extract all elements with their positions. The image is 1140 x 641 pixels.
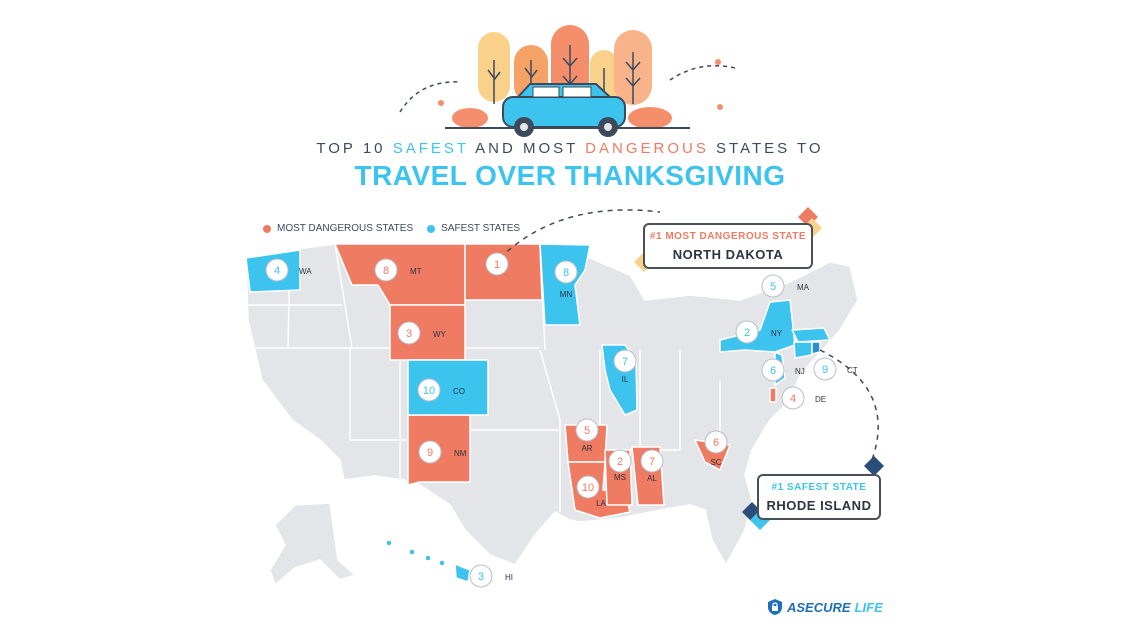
state-hi: [385, 539, 471, 583]
rank-number-safest-il: 7: [622, 356, 628, 368]
shield-lock-icon: [768, 599, 782, 615]
rank-marker-dangerous-de: [781, 386, 805, 410]
state-label-de: DE: [815, 395, 826, 404]
rank-marker-dangerous-ms: [608, 449, 632, 473]
state-label-wa: WA: [299, 267, 312, 276]
legend-dangerous-label: MOST DANGEROUS STATES: [277, 223, 414, 234]
rank-marker-dangerous-ar: [575, 418, 599, 442]
rank-marker-dangerous-la: [576, 475, 600, 499]
rank-number-safest-mn: 8: [563, 267, 569, 279]
legend-dangerous: MOST DANGEROUS STATES: [263, 223, 413, 234]
rank-number-dangerous-ar: 5: [584, 425, 590, 437]
rank-marker-safest-nj: [761, 358, 785, 382]
rank-number-dangerous-sc: 6: [713, 437, 719, 449]
rank-marker-safest-il: [613, 349, 637, 373]
dangerous-connector: [499, 209, 661, 259]
legend-safe-label: SAFEST STATES: [441, 223, 521, 234]
safe-connector: [819, 349, 879, 466]
callout-most-dangerous: #1 MOST DANGEROUS STATE NORTH DAKOTA: [643, 223, 813, 269]
subtitle-safest: SAFEST: [392, 140, 469, 157]
callout-dangerous-rank: #1 MOST DANGEROUS STATE: [649, 231, 807, 242]
state-label-ct: CT: [847, 366, 858, 375]
subtitle-prefix: TOP 10: [316, 140, 393, 157]
rank-number-dangerous-mt: 8: [383, 265, 389, 277]
rank-number-dangerous-la: 10: [582, 482, 594, 494]
state-label-ar: AR: [581, 444, 592, 453]
rank-marker-dangerous-mt: [374, 258, 398, 282]
rank-number-dangerous-nd: 1: [494, 259, 500, 271]
state-ak: [269, 502, 356, 586]
rank-marker-dangerous-wy: [397, 321, 421, 345]
state-label-mt: MT: [410, 267, 422, 276]
state-ct: [793, 341, 813, 359]
state-label-co: CO: [453, 387, 465, 396]
rank-number-safest-ct: 9: [822, 364, 828, 376]
state-ma: [791, 327, 831, 343]
brand-logo: ASECURE LIFE: [767, 598, 883, 616]
rank-marker-dangerous-nd: [485, 252, 509, 276]
rank-number-dangerous-ms: 2: [617, 456, 623, 468]
rank-marker-safest-ma: [761, 274, 785, 298]
rank-marker-safest-mn: [554, 260, 578, 284]
state-label-wy: WY: [433, 330, 447, 339]
state-label-sc: SC: [710, 458, 721, 467]
rank-marker-dangerous-nm: [418, 440, 442, 464]
callout-dangerous-state: NORTH DAKOTA: [672, 247, 784, 262]
rank-number-safest-ma: 5: [770, 281, 776, 293]
rank-number-dangerous-nm: 9: [427, 447, 433, 459]
rank-marker-safest-hi: [469, 564, 493, 588]
leaf-icon-safe-top: [864, 456, 884, 476]
subtitle-dangerous: DANGEROUS: [585, 140, 709, 157]
legend-safe-dot: [427, 224, 436, 233]
rank-marker-dangerous-sc: [704, 430, 728, 454]
state-label-ms: MS: [614, 473, 626, 482]
callout-safe-state: RHODE ISLAND: [766, 498, 872, 513]
rank-number-dangerous-al: 7: [649, 456, 655, 468]
brand-part1: ASECURE: [787, 599, 851, 615]
legend-dangerous-dot: [263, 224, 271, 233]
rank-number-dangerous-de: 4: [790, 393, 796, 405]
state-label-mn: MN: [560, 290, 573, 299]
rank-number-safest-hi: 3: [478, 571, 484, 583]
state-label-il: IL: [622, 375, 629, 384]
rank-marker-safest-co: [417, 378, 441, 402]
rank-marker-safest-ny: [735, 320, 759, 344]
rank-number-safest-ny: 2: [744, 327, 750, 339]
state-label-nj: NJ: [795, 367, 805, 376]
state-ri: [811, 341, 821, 355]
rank-marker-safest-ct: [813, 357, 837, 381]
callout-safest: #1 SAFEST STATE RHODE ISLAND: [757, 474, 881, 520]
rank-number-dangerous-wy: 3: [406, 328, 412, 340]
legend-safe: SAFEST STATES: [427, 223, 520, 234]
subtitle-mid: AND MOST: [468, 140, 586, 157]
state-label-ny: NY: [771, 329, 783, 338]
page-title: TRAVEL OVER THANKSGIVING: [354, 160, 786, 191]
car-icon: [502, 83, 626, 137]
brand-part2: LIFE: [854, 599, 883, 615]
state-de: [769, 387, 777, 403]
callout-safe-rank: #1 SAFEST STATE: [771, 482, 867, 493]
rank-number-safest-wa: 4: [274, 265, 280, 277]
legend: MOST DANGEROUS STATES SAFEST STATES: [263, 223, 520, 234]
rank-number-safest-co: 10: [423, 385, 435, 397]
rank-number-safest-nj: 6: [770, 365, 776, 377]
state-mn: [539, 243, 591, 326]
state-label-la: LA: [596, 499, 606, 508]
state-label-ma: MA: [797, 283, 810, 292]
subtitle: TOP 10 SAFEST AND MOST DANGEROUS STATES …: [0, 140, 1140, 157]
state-label-al: AL: [647, 474, 657, 483]
state-label-hi: HI: [505, 573, 513, 582]
state-label-nm: NM: [454, 449, 467, 458]
rank-marker-safest-wa: [265, 258, 289, 282]
subtitle-suffix: STATES TO: [708, 140, 824, 157]
rank-marker-dangerous-al: [640, 449, 664, 473]
